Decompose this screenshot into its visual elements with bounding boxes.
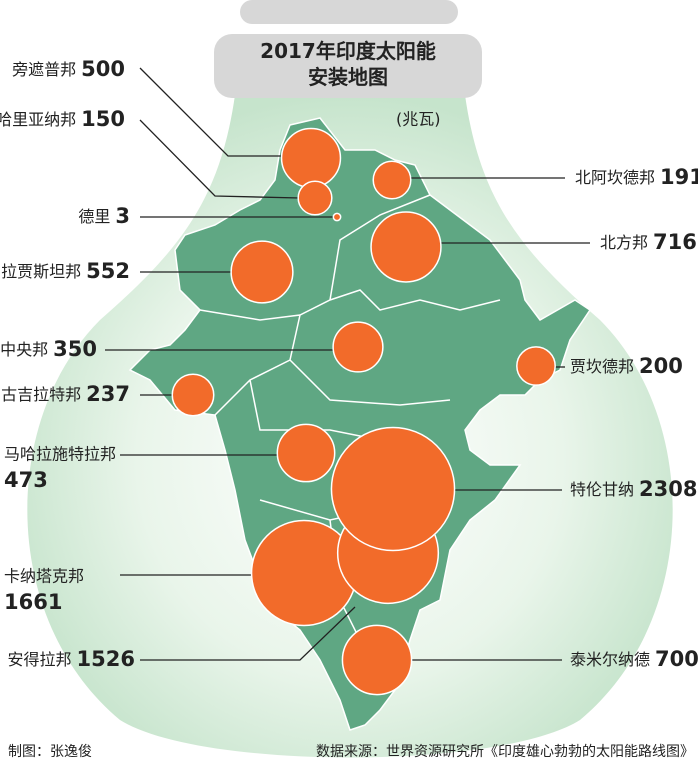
bubble <box>276 423 336 483</box>
unit-label: (兆瓦) <box>396 110 441 129</box>
region-value: 237 <box>86 382 130 406</box>
region-name: 北阿坎德邦 <box>575 168 655 187</box>
region-value: 1526 <box>77 647 135 671</box>
bubble <box>332 321 384 373</box>
bubble <box>230 240 294 304</box>
region-value: 473 <box>4 468 48 492</box>
bubble <box>516 346 556 386</box>
region-value: 500 <box>81 57 125 81</box>
region-name: 贾坎德邦 <box>570 357 634 376</box>
region-name: 卡纳塔克邦 <box>4 567 84 586</box>
region-label: 贾坎德邦 200 <box>570 354 683 378</box>
region-label: 哈里亚纳邦 150 <box>0 107 125 131</box>
region-name: 哈里亚纳邦 <box>0 110 76 129</box>
bubble <box>370 211 442 283</box>
region-name: 马哈拉施特拉邦 <box>4 445 116 464</box>
region-label: 北阿坎德邦 191 <box>575 165 698 189</box>
region-label: 泰米尔纳德 700 <box>570 647 698 671</box>
region-value: 150 <box>81 107 125 131</box>
bubble <box>372 160 412 200</box>
bulb-cap <box>240 0 458 24</box>
credit: 制图：张逸俊 <box>8 744 92 760</box>
region-name: 中央邦 <box>0 340 48 359</box>
region-label: 特伦甘纳 2308 <box>570 477 697 501</box>
region-value: 350 <box>53 337 97 361</box>
region-name: 泰米尔纳德 <box>570 650 650 669</box>
region-value: 1661 <box>4 590 62 614</box>
region-name: 拉贾斯坦邦 <box>1 262 81 281</box>
region-value: 700 <box>655 647 698 671</box>
leader-line <box>139 67 283 157</box>
bubble <box>332 212 342 222</box>
region-name: 古吉拉特邦 <box>1 385 81 404</box>
region-label: 古吉拉特邦 237 <box>1 382 130 406</box>
region-label: 中央邦 350 <box>0 337 97 361</box>
leader-lines <box>105 67 590 661</box>
bubble <box>171 373 215 417</box>
title-box <box>214 34 482 98</box>
chart-title: 2017年印度太阳能安装地图 <box>260 39 436 89</box>
region-value: 200 <box>639 354 683 378</box>
region-label: 安得拉邦 1526 <box>8 647 135 671</box>
leader-line <box>140 606 356 661</box>
labels: 旁遮普邦 500 哈里亚纳邦 150 德里 3 拉贾斯坦邦 552 中央邦 350 古吉拉特邦 237… <box>0 57 698 671</box>
region-value: 2308 <box>639 477 697 501</box>
leader-line <box>139 119 301 199</box>
region-value: 3 <box>115 204 130 228</box>
region-label: 旁遮普邦 500 <box>12 57 125 81</box>
bubble <box>330 426 456 552</box>
region-name: 德里 <box>78 207 110 226</box>
region-label: 北方邦 716 <box>600 230 697 254</box>
bubble <box>297 180 333 216</box>
region-value: 552 <box>86 259 130 283</box>
region-value: 191 <box>660 165 698 189</box>
bubble <box>280 127 342 189</box>
bubbles <box>171 127 556 696</box>
region-name: 北方邦 <box>600 233 648 252</box>
bubble <box>341 624 413 696</box>
region-value: 716 <box>653 230 697 254</box>
region-label: 德里 3 <box>78 204 130 228</box>
region-label: 拉贾斯坦邦 552 <box>1 259 130 283</box>
region-name: 安得拉邦 <box>8 650 72 669</box>
title-wrap: 2017年印度太阳能安装地图 <box>260 39 436 89</box>
region-name: 旁遮普邦 <box>12 60 76 79</box>
region-name: 特伦甘纳 <box>570 480 634 499</box>
source: 数据来源：世界资源研究所《印度雄心勃勃的太阳能路线图》 <box>316 744 694 760</box>
